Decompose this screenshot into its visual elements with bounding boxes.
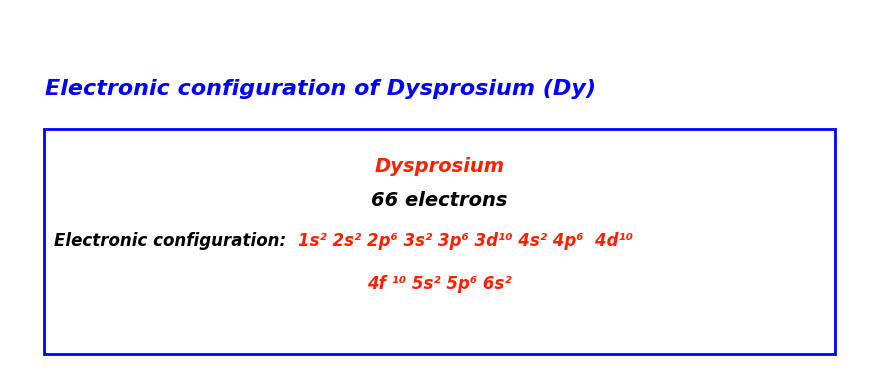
Text: 1s² 2s² 2p⁶ 3s² 3p⁶ 3d¹⁰ 4s² 4p⁶  4d¹⁰: 1s² 2s² 2p⁶ 3s² 3p⁶ 3d¹⁰ 4s² 4p⁶ 4d¹⁰ [298,232,632,250]
Text: Electronic configuration of Dysprosium (Dy): Electronic configuration of Dysprosium (… [45,79,595,99]
Text: 66 electrons: 66 electrons [371,192,507,210]
Text: Electronic configuration:: Electronic configuration: [54,232,298,250]
Text: 4f ¹⁰ 5s² 5p⁶ 6s²: 4f ¹⁰ 5s² 5p⁶ 6s² [367,275,511,293]
FancyBboxPatch shape [44,129,834,354]
Text: Dysprosium: Dysprosium [374,157,504,175]
